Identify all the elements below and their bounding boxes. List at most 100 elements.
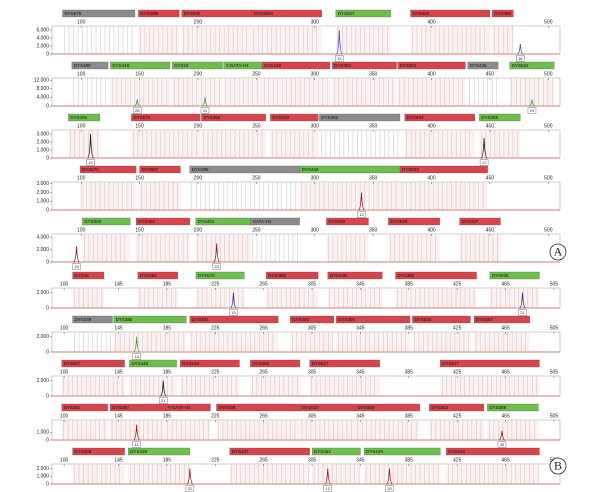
locus-name: DYS456 xyxy=(338,317,355,322)
locus-shade xyxy=(440,376,540,396)
locus-shade xyxy=(195,234,251,262)
locus-bar xyxy=(395,271,477,280)
locus-shade xyxy=(397,78,466,106)
y-tick-label: 2,000 xyxy=(36,466,49,472)
x-tick-label: 450 xyxy=(486,227,495,233)
locus-name: DYS439 xyxy=(328,219,345,224)
x-tick-label: 450 xyxy=(486,123,495,129)
allele-label: 10 xyxy=(88,160,93,165)
x-tick-label: 305 xyxy=(308,281,317,287)
locus-shade xyxy=(266,288,319,308)
locus-shade xyxy=(487,420,539,440)
x-tick-label: 345 xyxy=(356,413,365,419)
locus-name: DYS392 xyxy=(252,361,269,366)
panel: DYS393 DYS456 DYS481 GATA-H4 DYS439 DYS549 DYS… xyxy=(36,217,567,270)
x-tick-label: 250 xyxy=(252,227,261,233)
x-tick-label: 465 xyxy=(501,325,510,331)
locus-bar xyxy=(128,447,191,456)
x-tick-label: 150 xyxy=(135,175,144,181)
locus-name: DYS391 xyxy=(140,273,157,278)
locus-shade xyxy=(270,130,319,158)
locus-bar xyxy=(388,217,440,226)
locus-name: DYS481 xyxy=(192,317,209,322)
x-tick-label: 100 xyxy=(77,175,86,181)
panel-letter-circle xyxy=(549,457,567,475)
locus-shade xyxy=(229,464,310,484)
locus-shade xyxy=(72,288,105,308)
x-tick-label: 265 xyxy=(259,325,268,331)
locus-bar xyxy=(189,315,279,324)
y-tick-label: 4,000 xyxy=(36,234,49,240)
locus-bar xyxy=(473,315,530,324)
locus-shade xyxy=(128,464,190,484)
x-tick-label: 100 xyxy=(60,281,69,287)
locus-bar xyxy=(404,113,475,122)
y-tick-label: 1,000 xyxy=(36,430,49,436)
locus-shade xyxy=(61,376,125,396)
locus-bar xyxy=(290,315,334,324)
x-tick-label: 345 xyxy=(356,281,365,287)
allele-label: 20 xyxy=(500,442,505,447)
x-tick-label: 505 xyxy=(550,413,559,419)
locus-name: DYS570 xyxy=(133,115,150,120)
locus-name: DYS393 xyxy=(334,63,351,68)
peak xyxy=(324,468,331,485)
locus-bar xyxy=(62,9,136,18)
locus-name: DYS557 xyxy=(476,317,493,322)
allele-box xyxy=(527,107,537,114)
locus-bar xyxy=(363,447,441,456)
peak xyxy=(480,137,488,159)
locus-bar xyxy=(172,61,223,70)
locus-name: DYS438 xyxy=(330,273,347,278)
locus-name: DYS458 xyxy=(494,11,511,16)
allele-box xyxy=(497,441,507,448)
locus-name: DYS488 xyxy=(74,63,91,68)
locus-shade xyxy=(189,332,279,352)
x-tick-label: 400 xyxy=(427,175,436,181)
allele-box xyxy=(133,107,142,114)
locus-name: DYS522 xyxy=(302,405,319,410)
x-tick-label: 385 xyxy=(405,281,414,287)
locus-name: DYS456 xyxy=(138,219,155,224)
locus-name: DYS438 xyxy=(218,405,235,410)
y-tick-label: 2,000 xyxy=(36,43,49,49)
peak xyxy=(213,243,220,263)
x-tick-label: 150 xyxy=(135,123,144,129)
x-tick-label: 305 xyxy=(308,413,317,419)
x-tick-label: 145 xyxy=(114,369,123,375)
locus-bar xyxy=(327,271,383,280)
locus-bar xyxy=(319,113,401,122)
locus-shade xyxy=(251,26,322,54)
x-tick-label: 265 xyxy=(259,369,268,375)
x-tick-label: 185 xyxy=(163,325,172,331)
panel-letter: A xyxy=(554,244,563,258)
x-tick-label: 305 xyxy=(308,325,317,331)
x-tick-label: 465 xyxy=(501,369,510,375)
locus-shade xyxy=(216,420,300,440)
locus-name: DYS19 xyxy=(75,273,90,278)
locus-name: GATA-H4 xyxy=(253,219,272,224)
allele-label: 15 xyxy=(74,264,79,269)
allele-box xyxy=(212,263,221,270)
locus-shade xyxy=(195,288,245,308)
allele-label: 11 xyxy=(203,108,208,113)
locus-name: DYS643 xyxy=(407,115,424,120)
y-tick-label: 2,000 xyxy=(36,334,49,340)
locus-name: DYS456 xyxy=(70,115,87,120)
locus-shade xyxy=(68,130,100,158)
y-tick-label: 6,000 xyxy=(36,27,49,33)
locus-bar xyxy=(429,403,484,412)
panel: DYS438 DYS439 DYS437 DYS462 DYS449 DYS518 100 1… xyxy=(36,447,567,492)
peak xyxy=(133,336,140,353)
locus-name: DYS448 xyxy=(112,63,129,68)
x-tick-label: 385 xyxy=(405,413,414,419)
panel: DYS587 DYS449 DYS518 DYS392 DYS627 DYS527 100 1… xyxy=(36,359,561,404)
panel: DYS456 DYS570 DYS459 DYS533 DYS390 DYS643 DYS3… xyxy=(36,113,561,166)
y-tick-label: 2,000 xyxy=(36,378,49,384)
x-tick-label: 200 xyxy=(194,123,203,129)
x-tick-label: 225 xyxy=(211,325,220,331)
locus-name: DYS389I xyxy=(140,11,158,16)
peak xyxy=(498,430,506,441)
x-tick-label: 345 xyxy=(356,369,365,375)
x-tick-label: 145 xyxy=(114,325,123,331)
